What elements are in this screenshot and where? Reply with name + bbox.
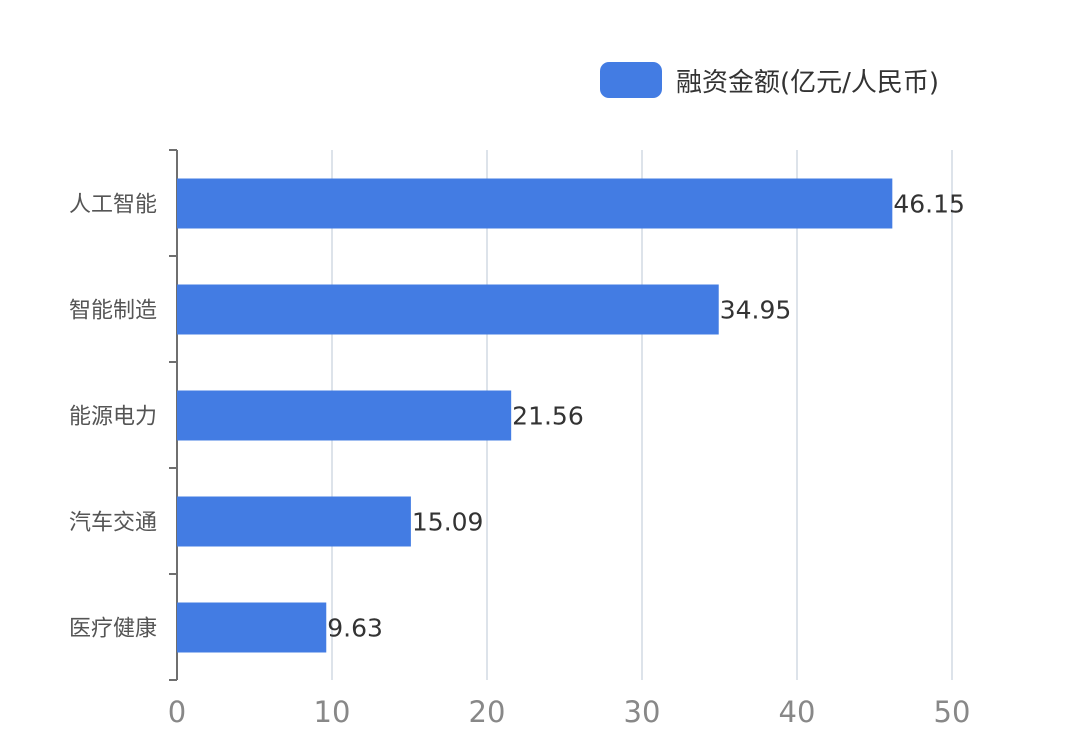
bar xyxy=(177,178,893,229)
value-label: 9.63 xyxy=(327,614,383,643)
x-tick-label: 10 xyxy=(314,695,351,729)
value-label: 15.09 xyxy=(412,508,484,537)
legend: 融资金额(亿元/人民币) xyxy=(600,58,939,102)
x-tick-label: 20 xyxy=(469,695,506,729)
bar xyxy=(177,390,512,441)
bar xyxy=(177,602,327,653)
x-tick-label: 40 xyxy=(779,695,816,729)
bar xyxy=(177,496,411,547)
category-label: 医疗健康 xyxy=(69,617,157,642)
value-label: 34.95 xyxy=(720,296,792,325)
legend-label: 融资金额(亿元/人民币) xyxy=(676,67,940,98)
category-label: 汽车交通 xyxy=(69,511,157,536)
bar xyxy=(177,284,719,335)
value-label: 21.56 xyxy=(512,402,584,431)
value-label: 46.15 xyxy=(893,190,965,219)
category-label: 人工智能 xyxy=(69,193,157,218)
x-tick-label: 50 xyxy=(934,695,971,729)
category-label: 能源电力 xyxy=(69,405,157,430)
category-label: 智能制造 xyxy=(69,299,157,324)
x-tick-label: 0 xyxy=(168,695,186,729)
legend-swatch xyxy=(600,62,662,98)
x-tick-label: 30 xyxy=(624,695,661,729)
